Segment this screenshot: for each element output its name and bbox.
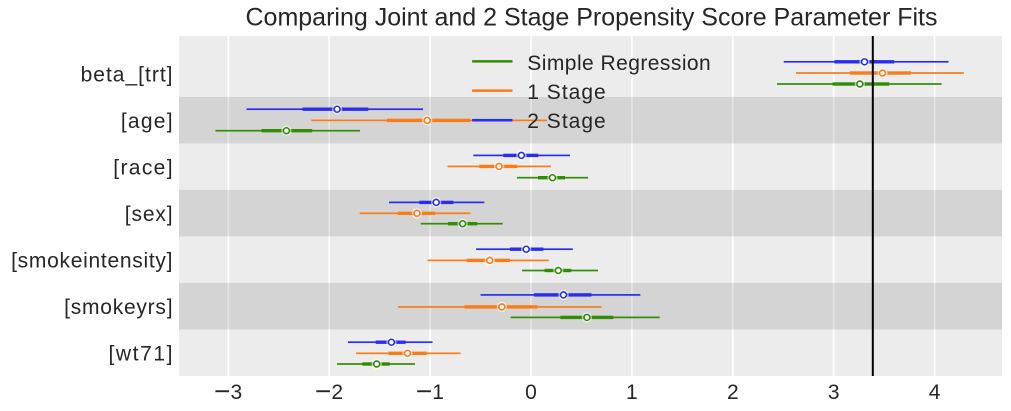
svg-text:Simple Regression: Simple Regression bbox=[527, 52, 711, 75]
svg-text:beta_[trt]: beta_[trt] bbox=[81, 64, 174, 87]
svg-text:[smokeintensity]: [smokeintensity] bbox=[11, 250, 173, 273]
svg-text:[wt71]: [wt71] bbox=[108, 343, 174, 366]
svg-text:2: 2 bbox=[727, 381, 739, 404]
svg-text:[smokeyrs]: [smokeyrs] bbox=[64, 296, 173, 319]
svg-text:[race]: [race] bbox=[113, 157, 174, 180]
svg-text:0: 0 bbox=[525, 381, 537, 404]
svg-text:[sex]: [sex] bbox=[125, 203, 174, 226]
svg-text:1: 1 bbox=[432, 381, 444, 404]
svg-text:[age]: [age] bbox=[121, 110, 174, 133]
svg-text:2 Stage: 2 Stage bbox=[527, 110, 606, 133]
svg-text:4: 4 bbox=[929, 381, 941, 404]
svg-text:1 Stage: 1 Stage bbox=[527, 81, 606, 104]
svg-text:2: 2 bbox=[331, 381, 343, 404]
svg-text:Comparing Joint and 2 Stage Pr: Comparing Joint and 2 Stage Propensity S… bbox=[245, 4, 937, 32]
svg-text:3: 3 bbox=[828, 381, 840, 404]
svg-text:1: 1 bbox=[626, 381, 638, 404]
svg-text:3: 3 bbox=[230, 381, 242, 404]
